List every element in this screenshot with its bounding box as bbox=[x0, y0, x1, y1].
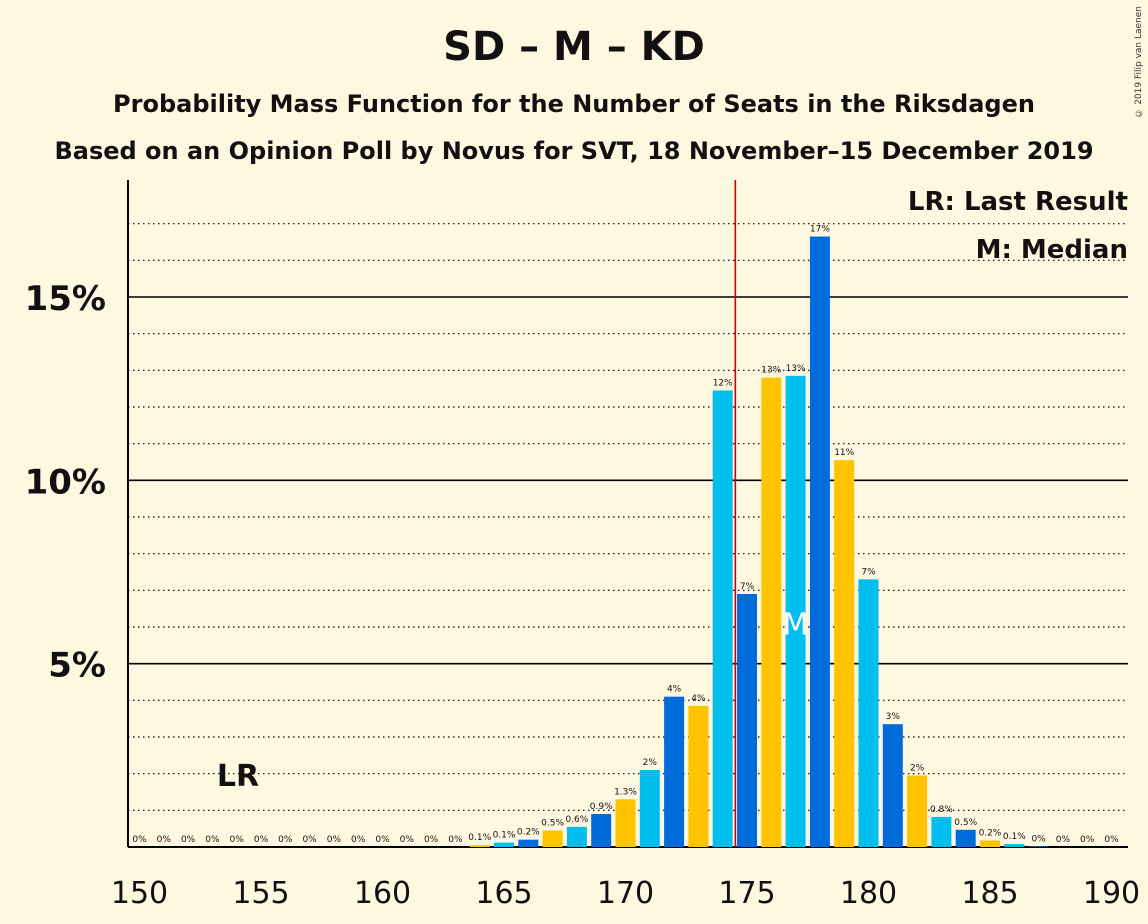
bar-value-label: 4% bbox=[667, 685, 682, 695]
bar-value-label: 0.1% bbox=[493, 831, 516, 841]
bar-value-label: 0% bbox=[1056, 835, 1071, 845]
bar-value-label: 0% bbox=[424, 835, 439, 845]
bar-value-label: 0% bbox=[400, 835, 415, 845]
legend-median: M: Median bbox=[976, 235, 1128, 265]
bar-value-label: 0.2% bbox=[979, 828, 1002, 838]
bar-seat-167 bbox=[542, 830, 563, 847]
bar-seat-183 bbox=[931, 816, 952, 847]
bar-value-label: 0% bbox=[1031, 834, 1046, 844]
bar-value-label: 7% bbox=[861, 567, 876, 577]
bar-value-label: 17% bbox=[810, 225, 830, 235]
bar-value-label: 4% bbox=[691, 694, 706, 704]
bar-seat-168 bbox=[566, 826, 587, 847]
bar-seat-174 bbox=[712, 390, 733, 847]
bar-value-label: 0% bbox=[157, 835, 172, 845]
bar-value-label: 7% bbox=[740, 582, 755, 592]
bar-value-label: 13% bbox=[786, 364, 806, 374]
bar-value-label: 0% bbox=[132, 835, 147, 845]
bar-seat-187 bbox=[1028, 846, 1049, 847]
x-tick-label: 170 bbox=[597, 876, 654, 911]
bar-seat-164 bbox=[469, 845, 490, 847]
bar-value-label: 0% bbox=[230, 835, 245, 845]
bar-value-label: 11% bbox=[834, 448, 854, 458]
bar-value-label: 2% bbox=[643, 758, 658, 768]
bar-seat-184 bbox=[955, 829, 976, 847]
x-tick-label: 150 bbox=[111, 876, 168, 911]
x-tick-label: 155 bbox=[232, 876, 289, 911]
bar-seat-172 bbox=[664, 696, 685, 847]
bar-value-label: 0% bbox=[254, 835, 269, 845]
chart-subtitle: Probability Mass Function for the Number… bbox=[113, 90, 1035, 118]
bar-seat-181 bbox=[882, 724, 903, 847]
y-tick-label: 5% bbox=[48, 646, 106, 686]
chart-subtitle-source: Based on an Opinion Poll by Novus for SV… bbox=[54, 137, 1094, 165]
bar-seat-166 bbox=[518, 839, 539, 847]
bar-value-label: 0% bbox=[205, 835, 220, 845]
bar-value-label: 0% bbox=[375, 835, 390, 845]
legend-last-result: LR: Last Result bbox=[908, 187, 1128, 217]
y-tick-label: 10% bbox=[25, 462, 106, 502]
bar-seat-177 bbox=[785, 375, 806, 847]
bar-value-label: 0% bbox=[351, 835, 366, 845]
bar-value-label: 0.6% bbox=[565, 815, 588, 825]
bar-seat-179 bbox=[834, 460, 855, 847]
x-tick-label: 185 bbox=[961, 876, 1018, 911]
median-marker: M bbox=[783, 607, 809, 642]
bar-seat-173 bbox=[688, 705, 709, 847]
bar-value-label: 3% bbox=[886, 712, 901, 722]
x-tick-label: 160 bbox=[354, 876, 411, 911]
last-result-marker: LR bbox=[217, 759, 259, 794]
chart-title: SD – M – KD bbox=[443, 24, 705, 70]
bar-value-label: 2% bbox=[910, 764, 925, 774]
bar-seat-169 bbox=[591, 814, 612, 847]
x-tick-label: 180 bbox=[840, 876, 897, 911]
bar-value-label: 0.5% bbox=[954, 818, 977, 828]
bar-seat-185 bbox=[980, 840, 1000, 847]
bar-seat-186 bbox=[1004, 844, 1025, 847]
bar-value-label: 0% bbox=[1104, 835, 1119, 845]
bar-seat-182 bbox=[907, 775, 928, 847]
bar-value-label: 1.3% bbox=[614, 787, 637, 797]
bar-value-label: 0.1% bbox=[468, 833, 491, 843]
bar-value-label: 0% bbox=[278, 835, 293, 845]
bar-value-label: 0.2% bbox=[517, 828, 540, 838]
bar-value-label: 0.1% bbox=[1003, 832, 1026, 842]
bar-value-label: 0% bbox=[327, 835, 342, 845]
bar-seat-180 bbox=[858, 579, 879, 847]
x-tick-label: 175 bbox=[718, 876, 775, 911]
bar-value-label: 0% bbox=[1080, 835, 1095, 845]
bar-value-label: 0% bbox=[181, 835, 196, 845]
bar-seat-170 bbox=[615, 799, 636, 847]
bar-seat-175 bbox=[737, 594, 757, 847]
bar-seat-165 bbox=[494, 842, 514, 847]
bar-value-label: 0% bbox=[302, 835, 317, 845]
bar-value-label: 0% bbox=[448, 835, 463, 845]
x-tick-label: 165 bbox=[475, 876, 532, 911]
bar-value-label: 12% bbox=[713, 379, 733, 389]
bar-value-label: 0.9% bbox=[590, 802, 613, 812]
bar-value-label: 13% bbox=[761, 366, 781, 376]
bar-seat-176 bbox=[761, 377, 782, 847]
bar-value-label: 0.8% bbox=[930, 805, 953, 815]
x-tick-label: 190 bbox=[1083, 876, 1140, 911]
bar-value-label: 0.5% bbox=[541, 819, 564, 829]
bar-seat-178 bbox=[809, 236, 830, 847]
bar-seat-171 bbox=[639, 770, 660, 847]
y-tick-label: 15% bbox=[25, 279, 106, 319]
